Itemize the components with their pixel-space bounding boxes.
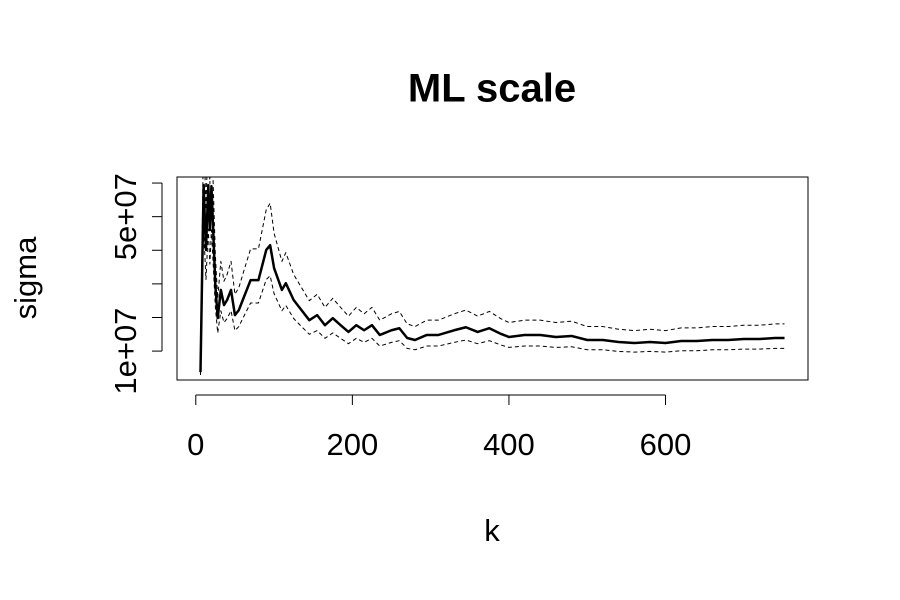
y-tick-label: 5e+07 (108, 173, 143, 260)
y-tick-label: 1e+07 (108, 308, 143, 395)
x-axis-label: k (484, 513, 500, 548)
x-tick-label: 200 (326, 427, 378, 462)
x-tick-label: 400 (483, 427, 535, 462)
x-tick-label: 600 (640, 427, 692, 462)
x-tick-label: 0 (187, 427, 204, 462)
chart-title: ML scale (408, 67, 576, 111)
y-axis-label: sigma (8, 236, 43, 319)
plot-frame (176, 176, 809, 381)
band-line (199, 177, 785, 369)
series-line (199, 183, 785, 373)
band-line (199, 228, 785, 375)
